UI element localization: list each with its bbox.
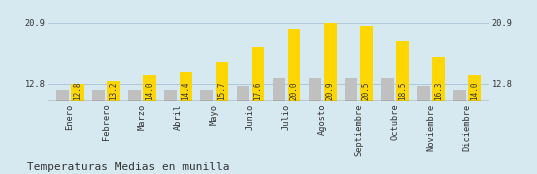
Bar <box>107 81 120 101</box>
Bar <box>345 78 358 101</box>
Text: 18.5: 18.5 <box>398 82 407 100</box>
Text: 20.9: 20.9 <box>326 82 335 100</box>
Bar <box>273 78 285 101</box>
Bar <box>216 62 228 101</box>
Text: 15.7: 15.7 <box>217 82 227 100</box>
Text: 20.5: 20.5 <box>362 82 371 100</box>
Text: 14.4: 14.4 <box>182 82 190 100</box>
Bar <box>396 41 409 101</box>
Bar <box>71 84 84 101</box>
Bar <box>179 72 192 101</box>
Bar <box>143 74 156 101</box>
Text: 12.8: 12.8 <box>73 82 82 100</box>
Bar <box>381 78 394 101</box>
Bar <box>309 78 321 101</box>
Bar <box>324 22 337 101</box>
Text: 20.0: 20.0 <box>289 82 299 100</box>
Bar <box>92 90 105 101</box>
Bar <box>288 29 300 101</box>
Bar <box>128 90 141 101</box>
Bar <box>417 86 430 101</box>
Bar <box>468 74 481 101</box>
Bar <box>164 90 177 101</box>
Bar <box>252 47 264 101</box>
Text: 13.2: 13.2 <box>109 82 118 100</box>
Text: Temperaturas Medias en munilla: Temperaturas Medias en munilla <box>27 162 229 172</box>
Bar <box>432 57 445 101</box>
Bar <box>237 86 249 101</box>
Text: 17.6: 17.6 <box>253 82 263 100</box>
Text: 16.3: 16.3 <box>434 82 443 100</box>
Bar <box>56 90 69 101</box>
Bar <box>200 90 213 101</box>
Text: 14.0: 14.0 <box>145 82 154 100</box>
Bar <box>453 90 466 101</box>
Text: 14.0: 14.0 <box>470 82 479 100</box>
Bar <box>360 26 373 101</box>
